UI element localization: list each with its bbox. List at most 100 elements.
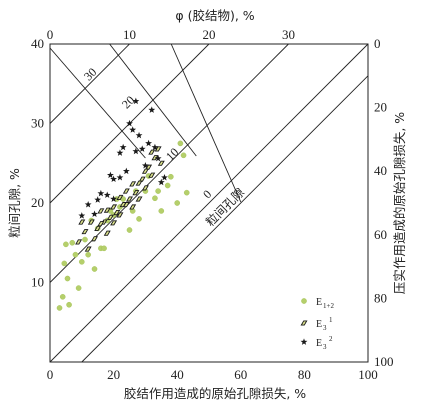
legend-item-3: E 32 — [300, 335, 333, 351]
point-circle-9 — [75, 285, 82, 291]
isoline-1 — [49, 47, 146, 159]
point-star-12 — [126, 119, 133, 127]
legend-sup-2: 1 — [329, 316, 333, 324]
point-diamond-21 — [138, 176, 146, 182]
point-star-22 — [157, 178, 165, 186]
x-tick-top-30: 30 — [282, 27, 295, 42]
y-tick-right-20: 20 — [374, 100, 387, 115]
point-circle-27 — [136, 216, 142, 222]
point-star-16 — [138, 145, 146, 152]
point-star-11 — [122, 167, 130, 175]
y-tick-left-40: 40 — [31, 36, 44, 51]
point-star-14 — [132, 147, 140, 155]
point-star-19 — [148, 106, 156, 113]
point-star-6 — [103, 191, 111, 198]
point-circle-33 — [164, 182, 171, 189]
x-tick-top-10: 10 — [123, 27, 136, 42]
point-star-2 — [84, 200, 92, 208]
point-circle-5 — [64, 275, 71, 282]
point-star-13 — [129, 126, 137, 133]
point-circle-7 — [69, 239, 76, 246]
point-star-4 — [94, 196, 102, 203]
legend-marker-circle — [301, 298, 307, 304]
point-diamond-10 — [103, 207, 111, 213]
point-diamond-32 — [122, 202, 130, 208]
y-axis-title-right: 压实作用造成的原始孔隙损失, % — [392, 112, 407, 294]
point-circle-24 — [126, 227, 133, 233]
diagonal-reference-lines — [49, 43, 369, 363]
point-star-20 — [151, 143, 159, 151]
point-diamond-35 — [141, 168, 149, 174]
point-star-18 — [145, 139, 152, 147]
y-tick-right-0: 0 — [374, 36, 381, 51]
diagonal-line-left-1 — [49, 43, 289, 283]
point-diamond-1 — [75, 239, 83, 245]
point-star-24 — [132, 97, 140, 105]
point-circle-2 — [59, 294, 66, 300]
point-diamond-20 — [135, 196, 143, 202]
point-diamond-31 — [116, 212, 124, 218]
y-tick-left-30: 30 — [31, 116, 44, 131]
point-diamond-7 — [94, 225, 102, 231]
band-label: 粒间孔隙 — [203, 185, 248, 230]
y-tick-left-20: 20 — [31, 195, 44, 210]
point-diamond-28 — [97, 221, 105, 227]
point-diamond-29 — [103, 230, 111, 236]
legend-label-2: E — [316, 319, 322, 330]
point-diamond-2 — [78, 219, 86, 225]
point-circle-34 — [168, 173, 174, 180]
point-circle-1 — [56, 305, 63, 311]
point-circle-10 — [79, 259, 85, 265]
isoline-group — [49, 43, 242, 203]
point-circle-38 — [183, 189, 190, 196]
point-circle-31 — [155, 188, 161, 194]
x-tick-top-0: 0 — [47, 27, 54, 42]
point-circle-32 — [158, 208, 165, 214]
x-tick-bottom-100: 100 — [358, 367, 378, 382]
diagonal-line-left-3 — [49, 43, 130, 124]
x-tick-top-20: 20 — [203, 27, 216, 42]
point-star-1 — [78, 212, 86, 219]
point-circle-30 — [152, 195, 158, 202]
isoline-3 — [170, 43, 242, 203]
point-circle-8 — [72, 251, 79, 258]
y-tick-right-40: 40 — [374, 163, 387, 178]
isoline-2 — [109, 43, 197, 157]
point-circle-17 — [101, 245, 107, 252]
point-star-17 — [141, 162, 149, 169]
x-tick-bottom-40: 40 — [171, 367, 184, 382]
isoline-label-10: 10 — [163, 145, 181, 163]
legend-label-1: E — [316, 297, 322, 308]
diagonal-line-bottom-2 — [81, 75, 369, 363]
y-tick-right-60: 60 — [374, 227, 387, 242]
legend-sub-3: 3 — [323, 343, 327, 351]
legend-item-2: E 31 — [300, 316, 333, 332]
point-diamond-18 — [129, 181, 137, 187]
point-diamond-19 — [132, 190, 140, 196]
point-diamond-8 — [97, 208, 105, 214]
isoline-label-30: 30 — [81, 65, 99, 83]
point-circle-36 — [177, 140, 184, 147]
point-diamond-33 — [129, 204, 137, 210]
x-tick-bottom-60: 60 — [234, 367, 247, 382]
point-circle-12 — [85, 251, 91, 258]
x-tick-bottom-80: 80 — [298, 367, 311, 382]
y-axis-title-left: 粒间孔隙, % — [7, 168, 22, 238]
diagonal-line-bottom-1 — [49, 43, 369, 363]
point-circle-11 — [82, 236, 88, 243]
point-diamond-25 — [151, 155, 159, 161]
point-circle-3 — [61, 260, 68, 267]
point-diamond-6 — [91, 236, 98, 242]
x-tick-bottom-0: 0 — [47, 367, 54, 382]
point-star-3 — [91, 210, 98, 218]
legend-label-3: E — [316, 338, 322, 349]
point-circle-14 — [91, 266, 98, 272]
legend-marker-star — [300, 338, 308, 345]
point-star-25 — [116, 149, 124, 156]
point-star-5 — [97, 189, 105, 197]
point-diamond-12 — [110, 204, 118, 210]
point-star-21 — [154, 154, 162, 162]
y-tick-right-100: 100 — [374, 354, 394, 369]
point-star-9 — [116, 173, 124, 181]
